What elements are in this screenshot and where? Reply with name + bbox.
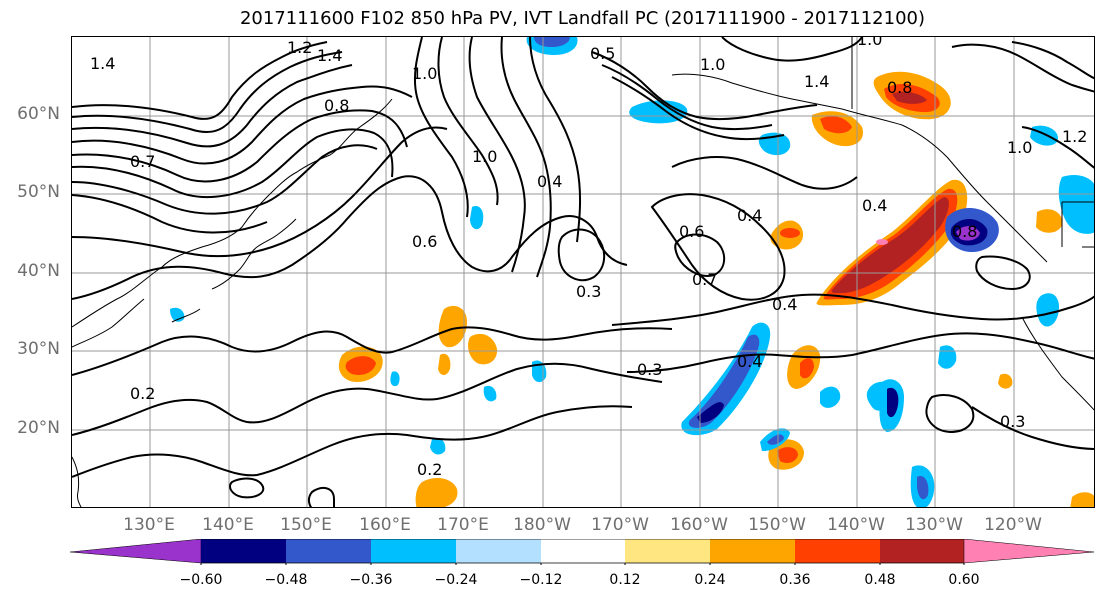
- contour-label: 0.3: [637, 360, 662, 379]
- pv-contours: [72, 37, 1094, 507]
- lon-label-140w: 140°W: [827, 515, 885, 535]
- colorbar-bin: [795, 539, 880, 563]
- colorbar-tick: −0.24: [434, 572, 478, 588]
- colorbar-tick: 0.36: [779, 572, 811, 588]
- colorbar-tick: 0.48: [864, 572, 896, 588]
- colorbar-bin: [456, 539, 541, 563]
- contour-label: 1.4: [317, 46, 342, 65]
- lon-label-160w: 160°W: [670, 515, 728, 535]
- colorbar-bin: [880, 539, 964, 563]
- colorbar-bin: [625, 539, 710, 563]
- lon-label-130e: 130°E: [123, 515, 175, 535]
- contour-label: 1.0: [472, 147, 497, 166]
- lon-label-150e: 150°E: [280, 515, 332, 535]
- colorbar-bin: [541, 539, 625, 563]
- lon-label-180w: 180°W: [513, 515, 571, 535]
- lat-label-30n: 30°N: [17, 339, 60, 359]
- lon-label-170e: 170°E: [437, 515, 489, 535]
- contour-label: 0.8: [887, 78, 912, 97]
- lat-label-20n: 20°N: [17, 418, 60, 438]
- contour-labels: 1.4 1.2 1.4 1.0 0.8 0.5 1.0 0.8 1.4 1.0 …: [90, 37, 1087, 479]
- graticule: [72, 37, 1094, 507]
- colorbar-tick: −0.12: [519, 572, 563, 588]
- lon-label-140e: 140°E: [202, 515, 254, 535]
- contour-label: 1.4: [804, 72, 829, 91]
- coastlines: [72, 37, 1094, 507]
- contour-label: 0.3: [576, 282, 601, 301]
- contour-label: 1.0: [1007, 138, 1032, 157]
- colorbar-tick: −0.48: [264, 572, 308, 588]
- colorbar-tick: 0.24: [694, 572, 726, 588]
- contour-label: 1.2: [1062, 127, 1087, 146]
- contour-label: 0.4: [537, 172, 562, 191]
- colorbar-tick: −0.60: [179, 572, 223, 588]
- contour-label: 0.7: [130, 152, 155, 171]
- lon-label-130w: 130°W: [905, 515, 963, 535]
- colorbar-tick: 0.12: [609, 572, 641, 588]
- contour-label: 0.5: [590, 44, 615, 63]
- contour-label: 0.6: [679, 222, 704, 241]
- lon-label-170w: 170°W: [591, 515, 649, 535]
- contour-label: 0.2: [417, 460, 442, 479]
- colorbar-extend-high: [963, 539, 1095, 564]
- lon-label-160e: 160°E: [359, 515, 411, 535]
- contour-label: 0.4: [737, 352, 762, 371]
- lon-label-150w: 150°W: [748, 515, 806, 535]
- colorbar-bin: [201, 539, 286, 563]
- lon-label-120w: 120°W: [984, 515, 1042, 535]
- colorbar-tick: 0.60: [948, 572, 980, 588]
- lat-label-40n: 40°N: [17, 261, 60, 281]
- colorbar-tick: −0.36: [349, 572, 393, 588]
- contour-label: 0.4: [772, 295, 797, 314]
- colorbar-bin: [286, 539, 371, 563]
- shaded-anomalies: [170, 37, 1094, 507]
- contour-label: 1.0: [700, 55, 725, 74]
- contour-label: 0.2: [130, 384, 155, 403]
- contour-label: 1.0: [412, 64, 437, 83]
- contour-label: 0.6: [412, 232, 437, 251]
- colorbar-extend-low: [70, 539, 202, 564]
- contour-label: 1.4: [90, 54, 115, 73]
- contour-label: 1.0: [857, 37, 882, 49]
- contour-label: 0.8: [952, 222, 977, 241]
- contour-label: 0.4: [862, 196, 887, 215]
- map-canvas: 1.4 1.2 1.4 1.0 0.8 0.5 1.0 0.8 1.4 1.0 …: [72, 37, 1094, 507]
- contour-label: 1.2: [287, 38, 312, 57]
- lat-label-60n: 60°N: [17, 104, 60, 124]
- contour-label: 0.3: [1000, 412, 1025, 431]
- contour-label: 0.7: [692, 270, 717, 289]
- colorbar: [70, 539, 1095, 565]
- map-title: 2017111600 F102 850 hPa PV, IVT Landfall…: [239, 8, 926, 29]
- colorbar-bin: [371, 539, 456, 563]
- contour-label: 0.4: [737, 206, 762, 225]
- contour-label: 0.8: [324, 96, 349, 115]
- lat-label-50n: 50°N: [17, 182, 60, 202]
- colorbar-bin: [710, 539, 795, 563]
- map-panel: 1.4 1.2 1.4 1.0 0.8 0.5 1.0 0.8 1.4 1.0 …: [71, 36, 1095, 508]
